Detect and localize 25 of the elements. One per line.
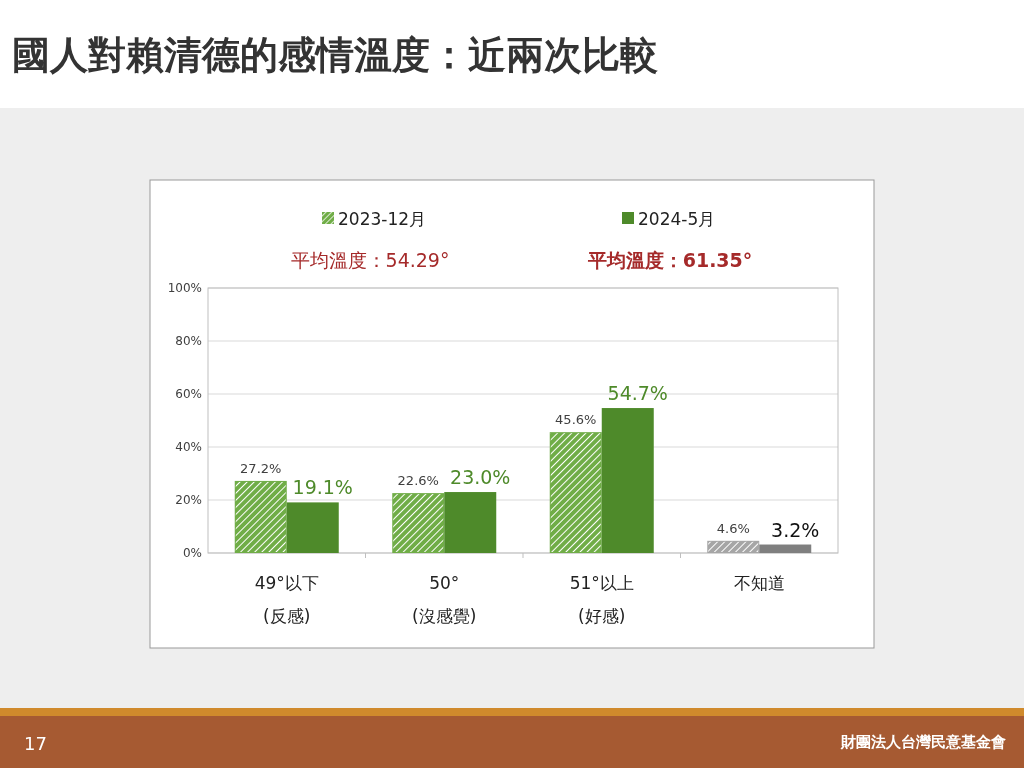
text: 財團法人台灣民意基金會 <box>840 733 1006 751</box>
text: 17 <box>24 733 47 754</box>
data-label: 3.2% <box>771 518 820 541</box>
x-tick-label: 50° (沒感覺) <box>412 573 477 626</box>
y-tick-label: 60% <box>175 387 202 401</box>
y-tick-label: 80% <box>175 334 202 348</box>
y-tick-label: 100% <box>167 281 202 295</box>
chart-title: 國人對賴清德的感情溫度：近兩次比較 <box>12 33 658 77</box>
data-label: 19.1% <box>292 476 353 499</box>
text: 平均溫度：54.29° <box>290 249 450 271</box>
data-label: 27.2% <box>240 460 282 476</box>
x-tick-label: 49°以下 (反感) <box>254 573 319 626</box>
y-tick-label: 20% <box>175 493 202 507</box>
data-label: 23.0% <box>450 466 511 489</box>
text: 平均溫度：61.35° <box>586 249 753 271</box>
data-label: 54.7% <box>607 382 668 405</box>
y-tick-label: 40% <box>175 440 202 454</box>
legend-label: 2023-12月 <box>338 209 427 229</box>
y-tick-label: 0% <box>182 546 202 560</box>
data-label: 45.6% <box>555 412 597 428</box>
x-tick-label: 51°以上 (好感) <box>569 573 634 626</box>
legend-label: 2024-5月 <box>638 209 716 229</box>
data-label: 22.6% <box>397 473 439 489</box>
x-tick-label: 不知道 <box>733 573 785 593</box>
data-label: 4.6% <box>716 520 750 536</box>
